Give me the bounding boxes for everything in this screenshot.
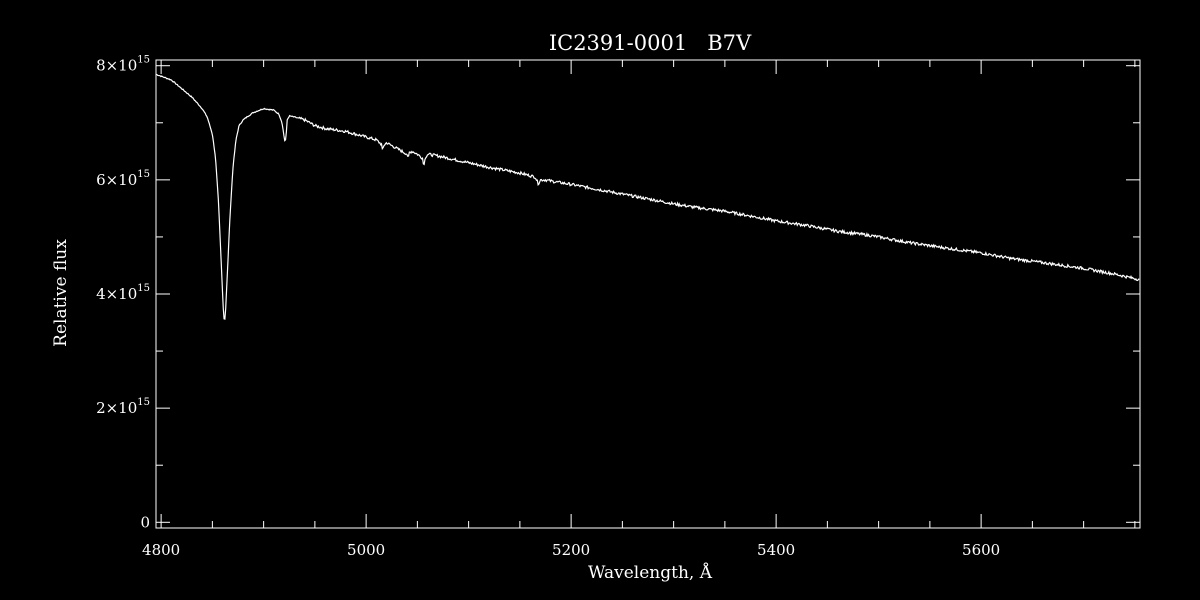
y-tick-label: 4×1015 xyxy=(96,283,150,303)
axis-ticks xyxy=(156,60,1140,528)
y-tick-label: 8×1015 xyxy=(96,55,150,75)
y-axis-label: Relative flux xyxy=(51,239,71,347)
y-tick-label: 0 xyxy=(140,513,150,531)
chart-title: IC2391-0001 B7V xyxy=(549,31,752,55)
y-tick-label-exponent: 15 xyxy=(137,397,150,408)
x-tick-label: 5600 xyxy=(962,541,1000,559)
x-tick-labels: 4800 5000 5200 5400 5600 xyxy=(142,541,1000,559)
y-tick-label-exponent: 15 xyxy=(137,169,150,180)
y-tick-label-exponent: 15 xyxy=(137,55,150,66)
y-tick-label-base: 8×10 xyxy=(96,57,137,75)
y-tick-label-exponent: 15 xyxy=(137,283,150,294)
x-tick-label: 5000 xyxy=(347,541,385,559)
y-tick-label-base: 4×10 xyxy=(96,285,137,303)
x-tick-label: 4800 xyxy=(142,541,180,559)
spectrum-series-line xyxy=(155,73,1140,320)
y-tick-label-base: 6×10 xyxy=(96,171,137,189)
x-tick-label: 5200 xyxy=(552,541,590,559)
y-tick-label: 2×1015 xyxy=(96,397,150,417)
y-tick-label-base: 0 xyxy=(140,513,150,531)
y-tick-label: 6×1015 xyxy=(96,169,150,189)
x-axis-label: Wavelength, Å xyxy=(588,562,713,583)
y-tick-label-base: 2×10 xyxy=(96,399,137,417)
x-tick-label: 5400 xyxy=(757,541,795,559)
